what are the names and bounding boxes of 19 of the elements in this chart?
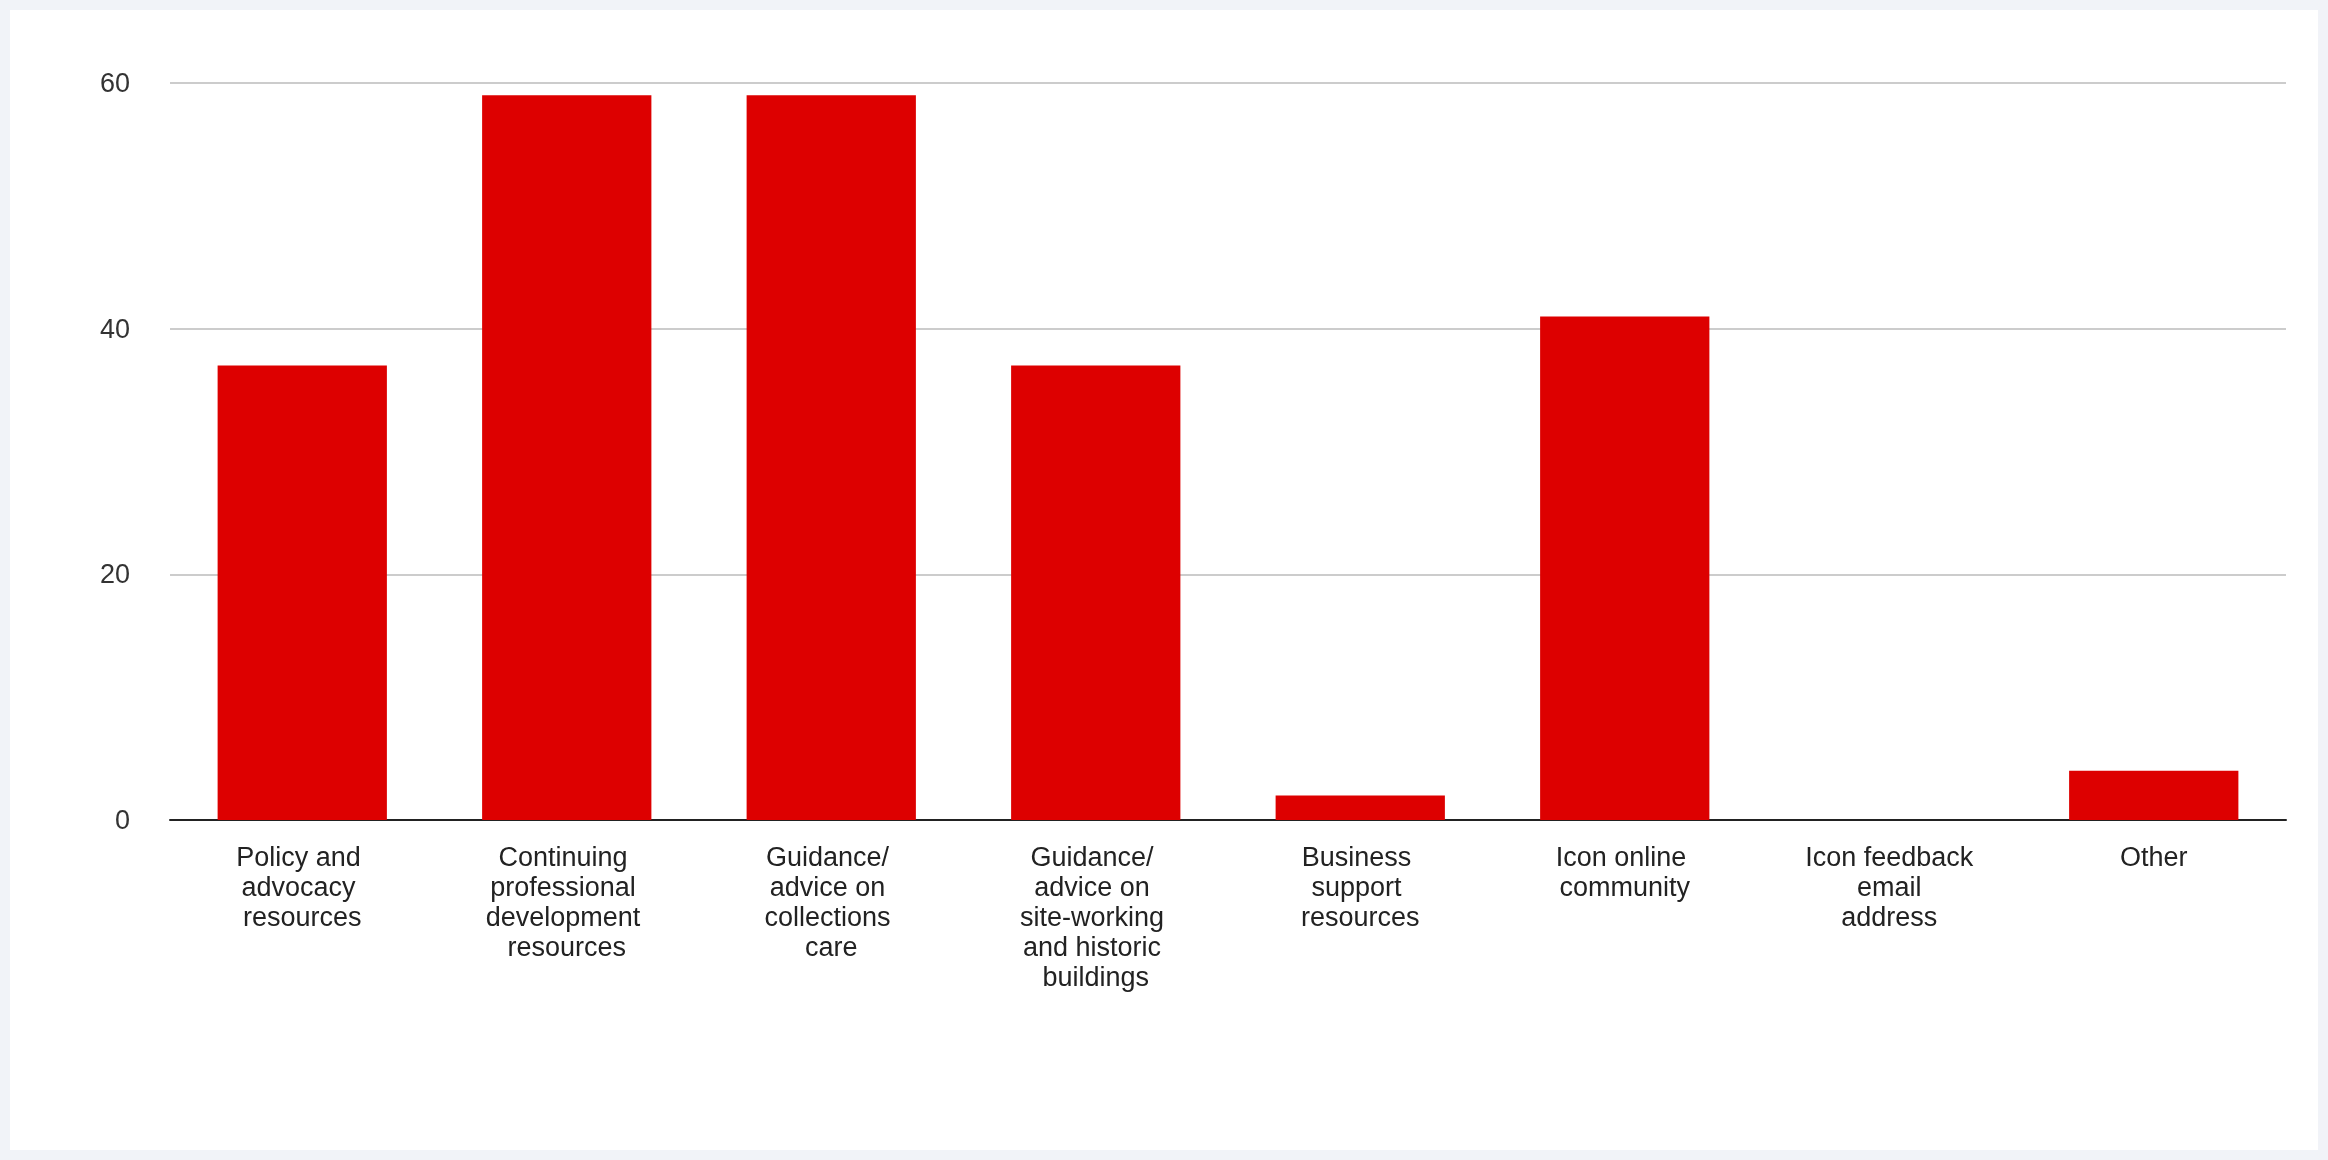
bar xyxy=(746,95,916,820)
x-tick-label: Guidance/ advice on collections care xyxy=(764,842,899,962)
bar xyxy=(482,95,652,820)
x-tick-label: Guidance/ advice on site-working and historic buildings xyxy=(1019,842,1172,992)
bar xyxy=(1011,365,1181,820)
x-tick-label: Icon online community xyxy=(1555,842,1694,902)
y-tick-label: 0 xyxy=(114,805,130,835)
y-tick-label: 20 xyxy=(99,559,130,590)
x-tick-label: Icon feedback email address xyxy=(1805,842,1974,932)
x-tick-label: Continuing professional development resources xyxy=(485,842,648,962)
y-tick-label: 60 xyxy=(99,68,130,98)
x-tick-label: Policy and advocacy resources xyxy=(236,842,369,932)
bar xyxy=(217,365,387,820)
x-tick-label: Business support resources xyxy=(1300,842,1420,932)
bar xyxy=(2069,770,2239,820)
bar xyxy=(1275,795,1445,820)
y-tick-label: 40 xyxy=(99,313,130,344)
bar xyxy=(1540,316,1710,820)
x-tick-label: Other xyxy=(2119,842,2188,872)
